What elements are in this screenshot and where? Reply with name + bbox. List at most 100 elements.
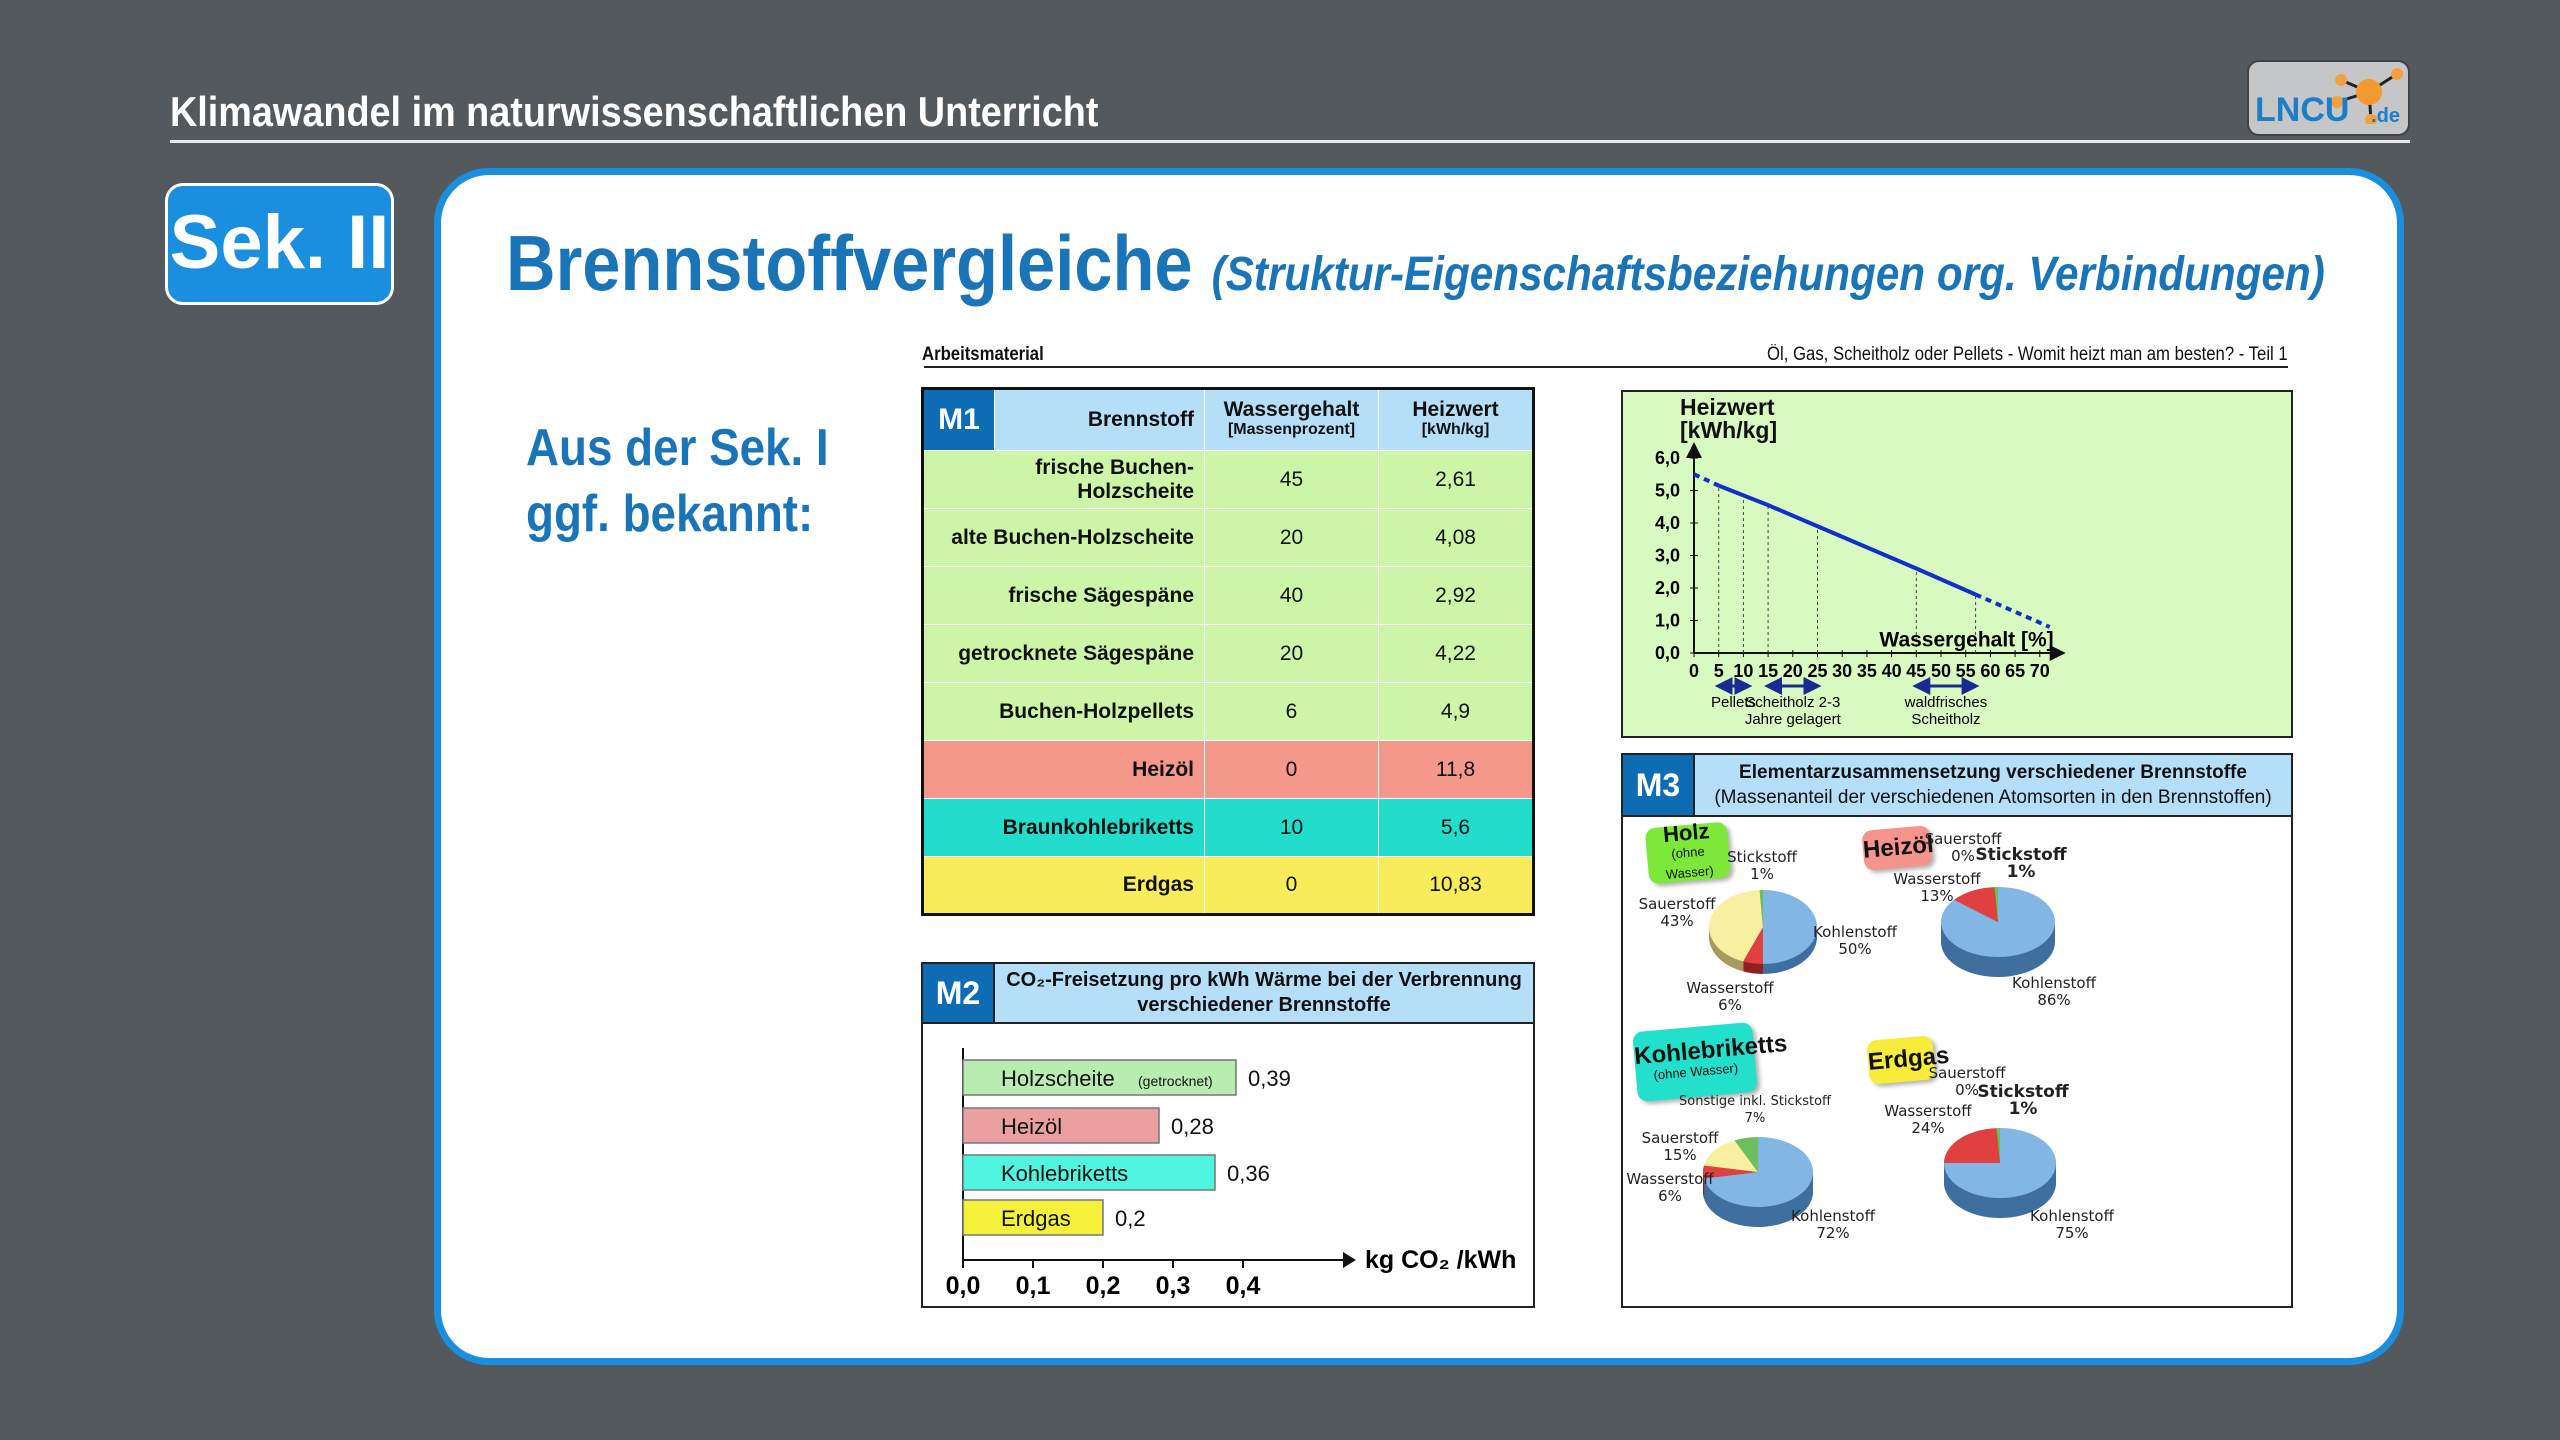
pie-slice xyxy=(1944,1128,2000,1163)
slice-label: Wasserstoff xyxy=(1686,979,1774,997)
slice-label: Kohlenstoff xyxy=(1813,923,1897,941)
m2-title-line1: CO₂-Freisetzung pro kWh Wärme bei der Ve… xyxy=(1006,969,1522,991)
y-tick-label: 4,0 xyxy=(1655,513,1680,533)
bar xyxy=(962,1107,1160,1144)
y-tick-label: 1,0 xyxy=(1655,611,1680,631)
y-tick-label: 5,0 xyxy=(1655,481,1680,501)
pie-label: Wasserstoff 6% xyxy=(1686,980,1773,1014)
heat-value: 11,8 xyxy=(1378,740,1534,799)
m2-title: CO₂-Freisetzung pro kWh Wärme bei der Ve… xyxy=(995,964,1533,1022)
x-tick-label: 60 xyxy=(1980,661,2000,681)
water-value: 10 xyxy=(1204,798,1379,857)
pie-label: Kohlenstoff 50% xyxy=(1813,924,1897,958)
fuel-name: Heizöl xyxy=(922,740,1205,799)
x-tick-label: 15 xyxy=(1758,661,1778,681)
pie-label: Sauerstoff 15% xyxy=(1642,1130,1719,1164)
x-tick-label: 55 xyxy=(1956,661,1976,681)
table-row: Heizöl 0 11,8 xyxy=(922,740,1534,799)
m3-title-line2: (Massenanteil der verschiedenen Atomsort… xyxy=(1714,787,2272,808)
range-label: Pellets xyxy=(1711,694,1756,711)
pie-label: Stickstoff 1% xyxy=(1975,847,2066,881)
table-row: frische Sägespäne 40 2,92 xyxy=(922,566,1534,625)
table-row: Erdgas 0 10,83 xyxy=(922,856,1534,915)
pie-slice xyxy=(1703,1137,1813,1208)
pie-title: Erdgas xyxy=(1866,1041,1951,1076)
pie-title: Heizöl xyxy=(1861,830,1935,864)
pie-label: Sauerstoff 0% xyxy=(1925,831,2002,865)
series-line xyxy=(1717,483,1977,597)
slide-title-main: Brennstoffvergleiche xyxy=(506,219,1193,307)
heat-value: 10,83 xyxy=(1378,856,1534,915)
col-water: Wassergehalt [Massenprozent] xyxy=(1204,388,1379,451)
x-tick-label: 0,1 xyxy=(1016,1272,1051,1300)
pie-badge-3: Erdgas xyxy=(1866,1035,1951,1085)
pie-slice xyxy=(1734,1137,1758,1172)
slice-label: Wasserstoff xyxy=(1884,1102,1972,1120)
slice-label: Stickstoff xyxy=(1975,845,2067,865)
ylabel: Heizwert xyxy=(1680,394,1775,420)
bar-value-label: 0,28 xyxy=(1171,1114,1214,1139)
lncu-logo[interactable]: LNCU .de xyxy=(2247,60,2410,136)
slice-value: 72% xyxy=(1816,1224,1850,1242)
pie-label: Kohlenstoff 75% xyxy=(2030,1208,2114,1242)
col-heat: Heizwert [kWh/kg] xyxy=(1378,388,1534,451)
table-row: alte Buchen-Holzscheite 20 4,08 xyxy=(922,508,1534,567)
fuel-name: Braunkohlebriketts xyxy=(922,798,1205,857)
line-chart-ylabel: Heizwert [kWh/kg] xyxy=(1680,396,1777,442)
pie-badge-1: Heizöl xyxy=(1861,825,1935,871)
bar-label: Kohlebriketts xyxy=(1001,1161,1128,1186)
worksheet-label: Arbeitsmaterial xyxy=(922,344,1044,365)
worksheet-divider xyxy=(924,366,2288,368)
x-tick-label: 20 xyxy=(1783,661,1803,681)
slice-value: 43% xyxy=(1660,912,1694,930)
bar-value-label: 0,39 xyxy=(1248,1066,1291,1091)
col-fuel: Brennstoff xyxy=(994,388,1205,451)
x-tick-label: 0,3 xyxy=(1156,1272,1191,1300)
x-tick-label: 0,2 xyxy=(1086,1272,1121,1300)
bar-label: Holzscheite xyxy=(1001,1066,1115,1091)
m2-title-line2: verschiedener Brennstoffe xyxy=(1137,994,1391,1016)
pie-label: Wasserstoff 24% xyxy=(1884,1103,1971,1137)
slice-label: Sauerstoff xyxy=(1924,830,2002,848)
bar-note: (getrocknet) xyxy=(1138,1073,1213,1089)
slice-value: 1% xyxy=(1750,865,1774,883)
x-tick-label: 70 xyxy=(2030,661,2050,681)
header-title: Klimawandel im naturwissenschaftlichen U… xyxy=(170,88,1099,135)
m1-tag: M1 xyxy=(922,388,995,451)
slice-value: 6% xyxy=(1718,996,1742,1014)
ylabel-unit: [kWh/kg] xyxy=(1680,417,1778,443)
m1-table: M1 Brennstoff Wassergehalt [Massenprozent… xyxy=(921,387,1535,916)
slice-label: Wasserstoff xyxy=(1893,870,1981,888)
x-tick-label: 0 xyxy=(1689,661,1699,681)
pie-badge-2: Kohlebriketts (ohne Wasser) xyxy=(1632,1021,1788,1103)
heat-value: 5,6 xyxy=(1378,798,1534,857)
slice-label: Sonstige inkl. Stickstoff xyxy=(1679,1094,1831,1109)
table-row: Buchen-Holzpellets 6 4,9 xyxy=(922,682,1534,741)
molecule-icon xyxy=(2331,68,2403,124)
slice-label: Stickstoff xyxy=(1727,848,1797,866)
slice-value: 75% xyxy=(2055,1224,2089,1242)
x-tick-label: 25 xyxy=(1807,661,1827,681)
note-line-2: ggf. bekannt: xyxy=(526,485,814,543)
pie-label: Kohlenstoff 86% xyxy=(2012,975,2096,1009)
pie-slice xyxy=(1703,1165,1758,1179)
col-heat-label: Heizwert xyxy=(1412,398,1499,421)
m3-title: Elementarzusammensetzung verschiedener B… xyxy=(1695,755,2291,815)
slice-label: Kohlenstoff xyxy=(2030,1207,2114,1225)
logo-suffix: .de xyxy=(2371,105,2400,127)
bar-value-label: 0,2 xyxy=(1115,1206,1146,1231)
pie-slice xyxy=(1954,887,1998,922)
x-tick-label: 40 xyxy=(1882,661,1902,681)
table-row: frische Buchen-Holzscheite 45 2,61 xyxy=(922,450,1534,509)
range-label: waldfrisches xyxy=(1904,694,1988,711)
heat-value: 4,22 xyxy=(1378,624,1534,683)
y-tick-label: 3,0 xyxy=(1655,546,1680,566)
bar-value-label: 0,36 xyxy=(1227,1161,1270,1186)
note-line-1: Aus der Sek. I xyxy=(526,419,829,477)
x-axis-label: kg CO₂ /kWh xyxy=(1365,1246,1516,1274)
worksheet-title: Öl, Gas, Scheitholz oder Pellets - Womit… xyxy=(1767,344,2288,365)
m2-header: M2 CO₂-Freisetzung pro kWh Wärme bei der… xyxy=(923,964,1533,1024)
water-value: 45 xyxy=(1204,450,1379,509)
slice-value: 0% xyxy=(1951,847,1975,865)
